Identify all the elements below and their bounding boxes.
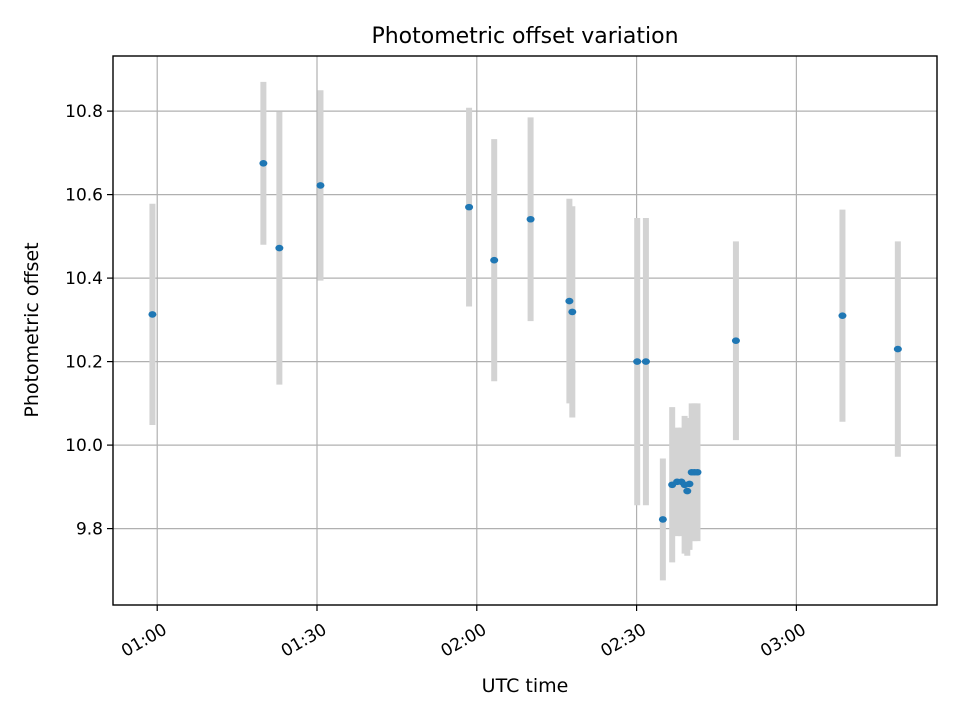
x-tick-label: 02:30 bbox=[597, 620, 649, 662]
data-point bbox=[490, 256, 499, 264]
x-tick-label: 02:00 bbox=[438, 620, 490, 662]
y-tick-label: 10.0 bbox=[65, 436, 103, 456]
x-axis-ticks: 01:00 01:30 02:00 02:30 03:00 bbox=[118, 605, 810, 662]
data-point bbox=[731, 337, 740, 345]
y-tick-label: 10.8 bbox=[65, 102, 103, 122]
grid-lines bbox=[113, 56, 937, 605]
data-point bbox=[568, 308, 577, 316]
data-point bbox=[526, 215, 535, 223]
data-point bbox=[893, 345, 902, 353]
error-bars bbox=[149, 81, 901, 581]
data-point bbox=[658, 516, 667, 523]
data-point bbox=[259, 159, 268, 167]
y-tick-label: 10.4 bbox=[65, 269, 103, 289]
data-point bbox=[641, 358, 650, 365]
data-point bbox=[633, 358, 642, 365]
data-point bbox=[316, 182, 325, 189]
y-axis-label: Photometric offset bbox=[21, 242, 43, 417]
data-point bbox=[683, 487, 692, 495]
data-point bbox=[838, 312, 847, 319]
x-tick-label: 01:30 bbox=[278, 620, 330, 662]
plot-frame bbox=[112, 55, 938, 606]
data-point bbox=[693, 468, 702, 476]
data-points bbox=[148, 159, 902, 523]
y-axis-ticks: 9.8 10.0 10.2 10.4 10.6 10.8 bbox=[65, 102, 113, 540]
data-point bbox=[465, 203, 474, 211]
chart-title: Photometric offset variation bbox=[371, 24, 678, 49]
y-tick-label: 10.6 bbox=[65, 186, 103, 206]
x-tick-label: 01:00 bbox=[118, 620, 170, 662]
y-tick-label: 9.8 bbox=[76, 520, 103, 540]
x-axis-label: UTC time bbox=[482, 675, 569, 697]
data-point bbox=[275, 244, 284, 252]
y-tick-label: 10.2 bbox=[65, 353, 103, 373]
data-point bbox=[685, 480, 694, 488]
data-point bbox=[565, 297, 574, 305]
data-point bbox=[148, 311, 157, 318]
x-tick-label: 03:00 bbox=[757, 620, 809, 662]
